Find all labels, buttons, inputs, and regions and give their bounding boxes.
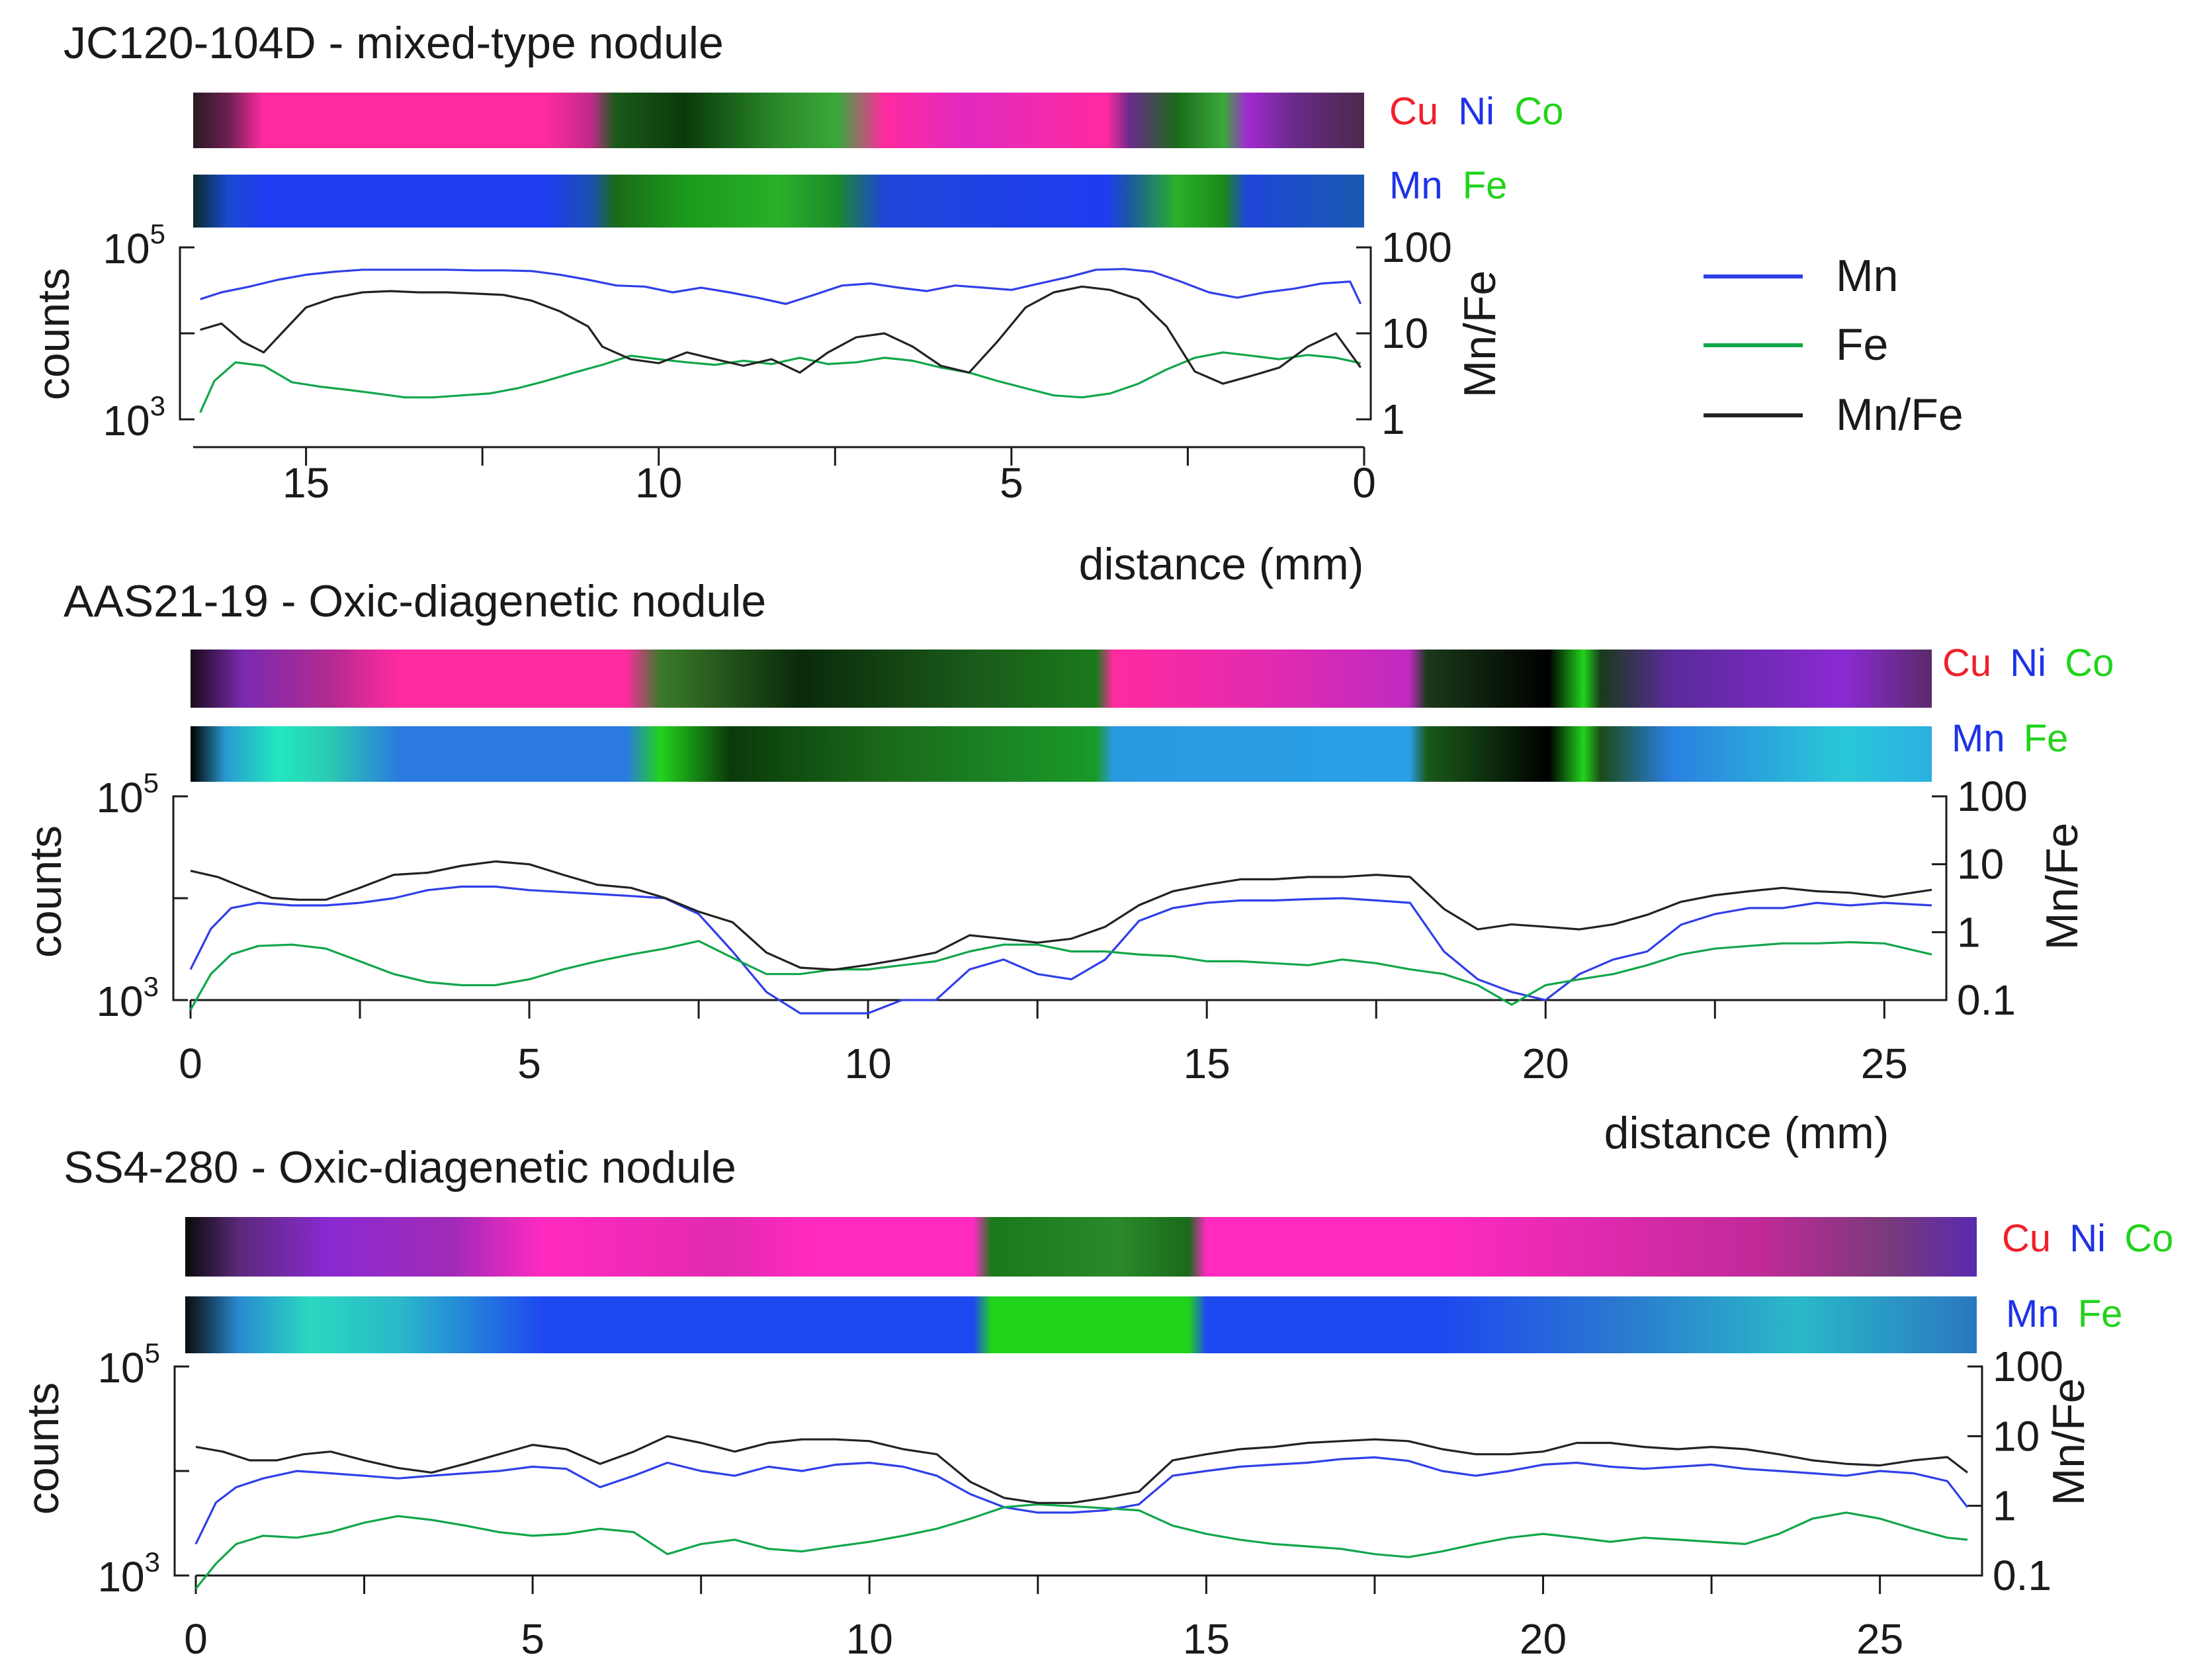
cu-ni-co-label: Cu Ni Co [1942,642,2114,685]
y2-tick-label: 10 [1957,841,2004,888]
plot-area: 103 105 0.1 1 10 100 0 5 10 15 20 25 [97,1337,2063,1663]
map-label-fe: Fe [1463,164,1508,207]
panel-title: SS4-280 - Oxic-diagenetic nodule [64,1142,736,1193]
x-axis-title: distance (mm) [1604,1108,1889,1158]
cu-ni-co-map [185,1217,1977,1277]
series-line-fe [194,1503,1968,1590]
y-tick-label: 103 [96,971,159,1025]
mn-fe-label: Mn Fe [2006,1292,2122,1335]
series-line-mn [200,268,1362,306]
y2-tick-label: 10 [1381,310,1428,357]
cu-ni-co-label: Cu Ni Co [1389,90,1563,133]
y2-tick-label: 0.1 [1993,1552,2052,1599]
y2-tick-label: 100 [1381,224,1452,271]
x-tick-label: 5 [1000,459,1023,507]
map-label-cu: Cu [1389,90,1438,133]
y2-tick-label: 100 [1957,773,2028,820]
map-label-mn: Mn [1952,717,2005,760]
y2-tick-label: 1 [1993,1482,2016,1530]
map-label-co: Co [2124,1217,2173,1260]
map-label-mn: Mn [1389,164,1443,207]
series-line-mnfe [195,1435,1968,1504]
y-axis-title: counts [28,268,79,400]
map-label-fe: Fe [2078,1292,2123,1335]
legend-label-mnfe: Mn/Fe [1836,390,1964,440]
mn-fe-map [191,726,1932,782]
y2-tick-label: 1 [1381,396,1405,443]
y2-tick-label: 10 [1993,1412,2040,1460]
map-label-mn: Mn [2006,1292,2059,1335]
x-tick-label: 10 [845,1040,892,1087]
map-label-ni: Ni [1458,90,1494,133]
map-label-cu: Cu [2002,1217,2051,1260]
legend: Mn Fe Mn/Fe [1704,251,1964,440]
map-label-co: Co [1514,90,1563,133]
panel-jc120: JC120-104D - mixed-type nodule Cu Ni Co … [28,18,1563,589]
x-tick-label: 0 [1352,459,1376,507]
series-line-mn [189,885,1932,1015]
map-label-ni: Ni [2069,1217,2106,1260]
series-line-mnfe [190,860,1932,971]
panel-ss4: SS4-280 - Oxic-diagenetic nodule Cu Ni C… [18,1142,2173,1663]
series-line-mnfe [200,285,1361,385]
y-tick-label: 105 [97,1337,160,1392]
legend-label-mn: Mn [1836,251,1898,301]
y-axis-title: counts [21,825,71,958]
x-axis-title: distance (mm) [1079,539,1364,589]
mn-fe-map [193,175,1364,228]
map-label-ni: Ni [2010,642,2046,685]
x-tick-label: 5 [517,1040,541,1087]
panel-title: AAS21-19 - Oxic-diagenetic nodule [64,576,766,626]
series-line-mn [194,1456,1969,1545]
mn-fe-label: Mn Fe [1389,164,1507,207]
y-tick-label: 103 [97,1546,160,1601]
y2-axis-title: Mn/Fe [2044,1378,2094,1506]
x-tick-label: 20 [1520,1615,1567,1663]
right-axis [1967,1365,1983,1577]
map-label-cu: Cu [1942,642,1991,685]
y-tick-label: 105 [103,218,165,273]
x-tick-label: 25 [1861,1040,1908,1087]
y2-tick-label: 100 [1993,1343,2063,1390]
panel-aas21: AAS21-19 - Oxic-diagenetic nodule Cu Ni … [21,576,2114,1158]
x-tick-label: 15 [282,459,329,507]
mn-fe-map [185,1296,1977,1353]
x-tick-label: 15 [1184,1040,1231,1087]
panel-title: JC120-104D - mixed-type nodule [64,18,724,68]
legend-label-fe: Fe [1836,319,1888,370]
x-tick-label: 20 [1522,1040,1569,1087]
plot-area: 103 105 0.1 1 10 100 0 5 10 15 20 25 [96,767,2027,1087]
x-tick-label: 15 [1183,1615,1230,1663]
x-tick-label: 10 [635,459,682,507]
y2-axis-title: Mn/Fe [2037,823,2087,950]
series-line-fe [189,940,1932,1011]
x-tick-label: 5 [521,1615,544,1663]
right-axis [1932,795,1948,1001]
x-tick-label: 0 [184,1615,208,1663]
y-tick-label: 103 [103,390,165,444]
cu-ni-co-label: Cu Ni Co [2002,1217,2173,1260]
y-axis-title: counts [18,1382,68,1515]
cu-ni-co-map [191,650,1932,708]
map-label-fe: Fe [2024,717,2069,760]
cu-ni-co-map [193,93,1364,148]
y2-axis-title: Mn/Fe [1455,271,1505,398]
y-tick-label: 105 [96,767,159,821]
x-tick-label: 25 [1856,1615,1903,1663]
series-line-fe [199,351,1361,413]
x-tick-label: 10 [846,1615,893,1663]
mn-fe-label: Mn Fe [1952,717,2068,760]
x-tick-label: 0 [179,1040,202,1087]
y2-tick-label: 0.1 [1957,976,2016,1024]
map-label-co: Co [2065,642,2114,685]
y2-tick-label: 1 [1957,908,1981,956]
